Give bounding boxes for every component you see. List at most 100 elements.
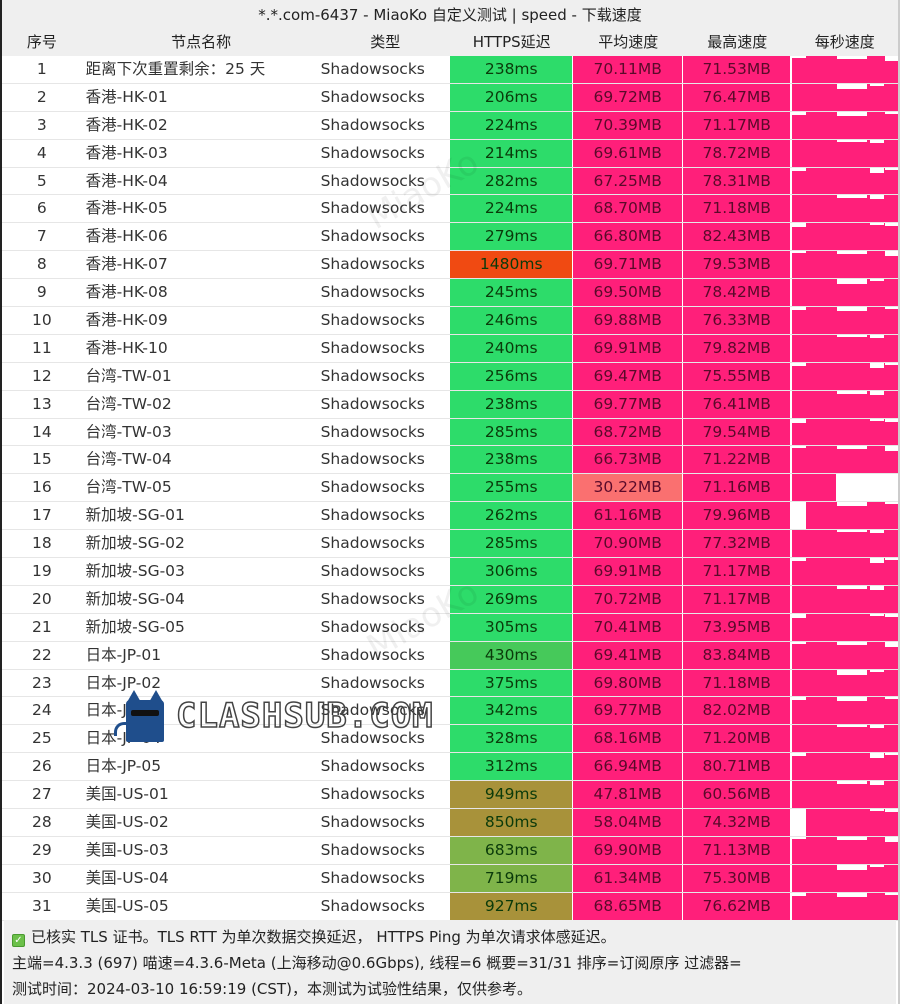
per-second-speed-sparkline	[791, 223, 899, 251]
per-second-speed-sparkline	[791, 613, 899, 641]
node-type: Shadowsocks	[320, 422, 425, 441]
https-ping: 206ms	[450, 83, 574, 111]
per-second-speed-sparkline	[791, 809, 899, 836]
https-ping: 238ms	[450, 446, 574, 474]
header-max-speed: 最高速度	[707, 33, 768, 51]
node-name: 香港-HK-01	[85, 87, 168, 106]
per-second-speed-sparkline	[791, 56, 899, 83]
row-index: 31	[31, 896, 52, 915]
avg-speed: 69.88MB	[573, 307, 683, 334]
max-speed: 71.17MB	[682, 585, 792, 613]
avg-speed: 70.41MB	[573, 613, 683, 641]
node-name: 美国-US-05	[85, 896, 169, 915]
node-type: Shadowsocks	[320, 171, 425, 190]
footer-backend-info: 主端=4.3.3 (697) 喵速=4.3.6-Meta (上海移动@0.6Gb…	[12, 954, 742, 972]
table-row: 11 香港-HK-10 Shadowsocks 240ms 69.91MB 79.82MB	[2, 334, 899, 363]
https-ping: 214ms	[450, 139, 574, 167]
max-speed: 73.95MB	[682, 613, 792, 641]
node-name: 香港-HK-05	[85, 199, 168, 218]
per-second-speed-sparkline	[791, 558, 899, 585]
row-index: 20	[31, 589, 52, 608]
node-type: Shadowsocks	[320, 199, 425, 218]
node-type: Shadowsocks	[320, 143, 425, 162]
row-index: 23	[31, 673, 52, 692]
https-ping: 282ms	[450, 167, 574, 195]
https-ping: 1480ms	[450, 251, 574, 279]
node-type: Shadowsocks	[320, 813, 425, 832]
node-name: 美国-US-01	[85, 785, 169, 804]
table-row: 19 新加坡-SG-03 Shadowsocks 306ms 69.91MB 71.17M…	[2, 558, 899, 586]
table-row: 9 香港-HK-08 Shadowsocks 245ms 69.50MB 78.42MB	[2, 279, 899, 308]
row-index: 7	[36, 227, 47, 246]
max-speed: 71.13MB	[682, 836, 792, 864]
avg-speed: 69.91MB	[573, 334, 683, 362]
table-row: 15 台湾-TW-04 Shadowsocks 238ms 66.73MB 71.22MB	[2, 446, 899, 475]
https-ping: 238ms	[450, 390, 574, 418]
row-index: 29	[31, 840, 52, 859]
max-speed: 76.33MB	[682, 307, 792, 334]
https-ping: 262ms	[450, 502, 574, 530]
row-index: 10	[31, 311, 52, 330]
avg-speed: 58.04MB	[573, 809, 683, 836]
https-ping: 342ms	[450, 697, 574, 725]
https-ping: 255ms	[450, 474, 574, 502]
max-speed: 71.22MB	[682, 446, 792, 474]
per-second-speed-sparkline	[791, 585, 899, 613]
row-index: 1	[36, 60, 47, 78]
node-type: Shadowsocks	[320, 87, 425, 106]
node-type: Shadowsocks	[320, 757, 425, 776]
node-name: 日本-JP-05	[85, 757, 162, 776]
node-type: Shadowsocks	[320, 785, 425, 804]
per-second-speed-sparkline	[791, 390, 899, 418]
node-name: 新加坡-SG-01	[85, 506, 185, 525]
node-name: 台湾-TW-04	[85, 450, 172, 469]
row-index: 2	[36, 87, 47, 106]
node-type: Shadowsocks	[320, 562, 425, 581]
max-speed: 78.42MB	[682, 279, 792, 307]
row-index: 27	[31, 785, 52, 804]
per-second-speed-sparkline	[791, 334, 899, 362]
node-type: Shadowsocks	[320, 589, 425, 608]
row-index: 11	[31, 338, 52, 357]
per-second-speed-sparkline	[791, 781, 899, 809]
avg-speed: 66.80MB	[573, 223, 683, 251]
table-row: 18 新加坡-SG-02 Shadowsocks 285ms 70.90MB 77.32M…	[2, 530, 899, 559]
per-second-speed-sparkline	[791, 892, 899, 920]
https-ping: 256ms	[450, 362, 574, 390]
max-speed: 79.54MB	[682, 418, 792, 446]
per-second-speed-sparkline	[791, 279, 899, 307]
table-row: 24 日本-JP-03 Shadowsocks 342ms 69.77MB 82.02MB	[2, 697, 899, 726]
node-type: Shadowsocks	[320, 227, 425, 246]
avg-speed: 69.72MB	[573, 83, 683, 111]
node-type: Shadowsocks	[320, 283, 425, 302]
avg-speed: 67.25MB	[573, 167, 683, 195]
node-name: 香港-HK-03	[85, 143, 168, 162]
table-row: 22 日本-JP-01 Shadowsocks 430ms 69.41MB 83.84MB	[2, 641, 899, 670]
row-index: 13	[31, 394, 52, 413]
table-row: 1 距离下次重置剩余：25 天 Shadowsocks 238ms 70.11MB 71.…	[2, 56, 899, 84]
https-ping: 279ms	[450, 223, 574, 251]
table-header: 序号 节点名称 类型 HTTPS延迟 平均速度 最高速度 每秒速度	[2, 28, 898, 56]
node-name: 香港-HK-07	[85, 255, 168, 274]
avg-speed: 69.50MB	[573, 279, 683, 307]
avg-speed: 61.34MB	[573, 864, 683, 892]
max-speed: 71.18MB	[682, 669, 792, 697]
per-second-speed-sparkline	[791, 697, 899, 725]
per-second-speed-sparkline	[791, 864, 899, 892]
results-table-body: 1 距离下次重置剩余：25 天 Shadowsocks 238ms 70.11MB 71.…	[2, 56, 899, 921]
per-second-speed-sparkline	[791, 502, 899, 530]
footer-test-time: 测试时间：2024-03-10 16:59:19 (CST)，本测试为试验性结果…	[12, 980, 532, 998]
node-name: 台湾-TW-05	[85, 478, 172, 497]
per-second-speed-sparkline	[791, 753, 899, 781]
table-row: 16 台湾-TW-05 Shadowsocks 255ms 30.22MB 71.16MB	[2, 474, 899, 503]
node-name: 香港-HK-08	[85, 283, 168, 302]
node-name: 日本-JP-01	[85, 645, 162, 664]
max-speed: 79.96MB	[682, 502, 792, 530]
table-row: 4 香港-HK-03 Shadowsocks 214ms 69.61MB 78.72MB	[2, 139, 899, 168]
node-type: Shadowsocks	[320, 840, 425, 859]
avg-speed: 66.73MB	[573, 446, 683, 474]
avg-speed: 69.47MB	[573, 362, 683, 390]
row-index: 3	[36, 115, 47, 134]
avg-speed: 66.94MB	[573, 753, 683, 781]
row-index: 4	[36, 143, 47, 162]
